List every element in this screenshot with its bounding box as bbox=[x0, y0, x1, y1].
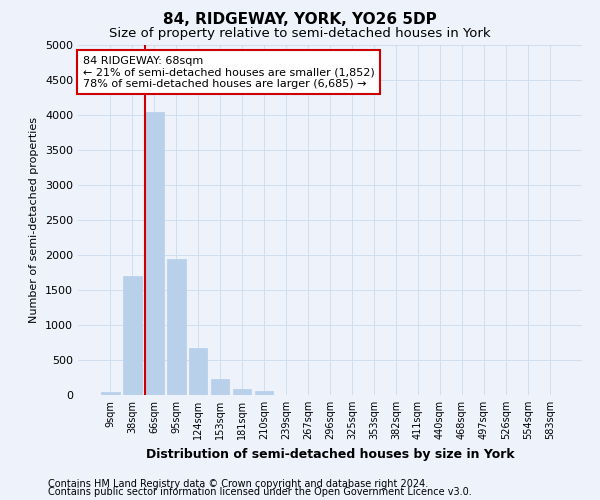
Bar bbox=[189, 348, 208, 395]
Text: 84, RIDGEWAY, YORK, YO26 5DP: 84, RIDGEWAY, YORK, YO26 5DP bbox=[163, 12, 437, 28]
Bar bbox=[255, 391, 274, 395]
Bar bbox=[167, 258, 185, 395]
Bar bbox=[233, 388, 251, 395]
Text: Size of property relative to semi-detached houses in York: Size of property relative to semi-detach… bbox=[109, 28, 491, 40]
Bar bbox=[123, 276, 142, 395]
Bar bbox=[211, 379, 229, 395]
Text: Contains HM Land Registry data © Crown copyright and database right 2024.: Contains HM Land Registry data © Crown c… bbox=[48, 479, 428, 489]
Text: 84 RIDGEWAY: 68sqm
← 21% of semi-detached houses are smaller (1,852)
78% of semi: 84 RIDGEWAY: 68sqm ← 21% of semi-detache… bbox=[83, 56, 375, 88]
Bar bbox=[145, 112, 164, 395]
X-axis label: Distribution of semi-detached houses by size in York: Distribution of semi-detached houses by … bbox=[146, 448, 514, 460]
Y-axis label: Number of semi-detached properties: Number of semi-detached properties bbox=[29, 117, 40, 323]
Text: Contains public sector information licensed under the Open Government Licence v3: Contains public sector information licen… bbox=[48, 487, 472, 497]
Bar bbox=[101, 392, 119, 395]
